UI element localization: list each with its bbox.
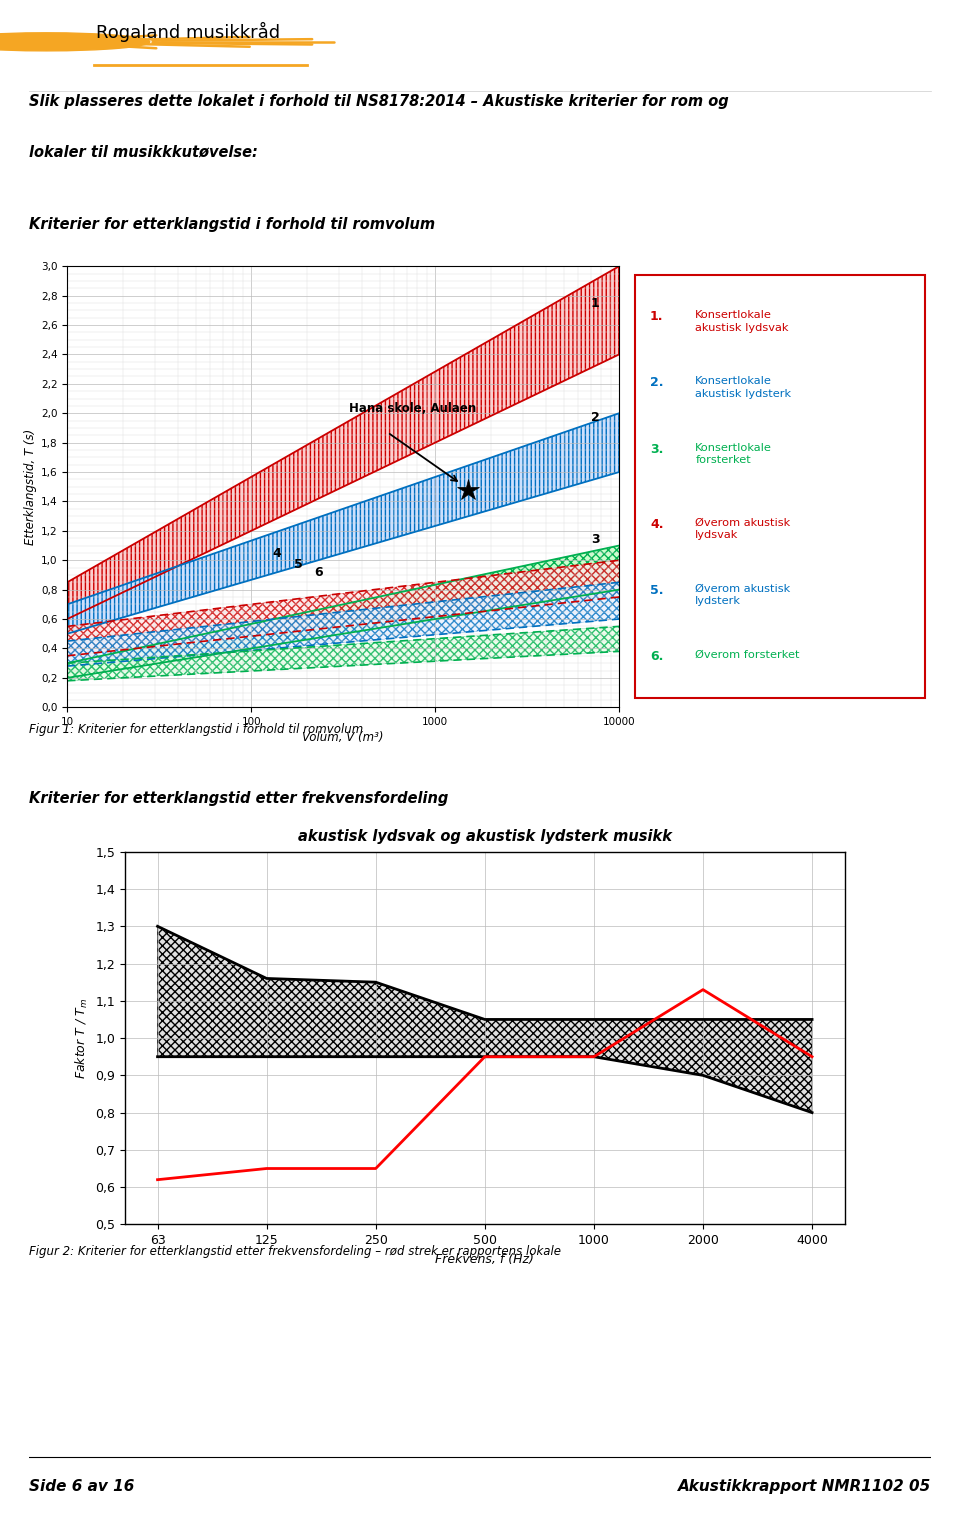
Text: Konsertlokale
akustisk lydsvak: Konsertlokale akustisk lydsvak bbox=[695, 310, 789, 333]
Text: Øverom forsterket: Øverom forsterket bbox=[695, 649, 800, 660]
Text: 4.: 4. bbox=[650, 517, 663, 531]
Text: 2: 2 bbox=[590, 411, 599, 423]
X-axis label: Volum, V (m³): Volum, V (m³) bbox=[302, 732, 384, 744]
Circle shape bbox=[0, 33, 150, 50]
Text: 6.: 6. bbox=[650, 649, 663, 663]
Text: 1.: 1. bbox=[650, 310, 663, 324]
Y-axis label: Etterklangstid, T (s): Etterklangstid, T (s) bbox=[24, 429, 36, 545]
X-axis label: Frekvens, f (Hz): Frekvens, f (Hz) bbox=[436, 1253, 534, 1265]
Text: Slik plasseres dette lokalet i forhold til NS8178:2014 – Akustiske kriterier for: Slik plasseres dette lokalet i forhold t… bbox=[29, 94, 729, 110]
Text: 4: 4 bbox=[273, 548, 281, 560]
Text: Kriterier for etterklangstid i forhold til romvolum: Kriterier for etterklangstid i forhold t… bbox=[29, 218, 435, 231]
Text: Konsertlokale
forsterket: Konsertlokale forsterket bbox=[695, 443, 772, 465]
Text: Hana skole, Aulaen: Hana skole, Aulaen bbox=[349, 402, 476, 415]
Text: lokaler til musikkkutøvelse:: lokaler til musikkkutøvelse: bbox=[29, 144, 257, 160]
Text: 6: 6 bbox=[314, 566, 323, 580]
Text: 1: 1 bbox=[590, 297, 599, 310]
FancyBboxPatch shape bbox=[635, 275, 925, 698]
Y-axis label: Faktor $T$ / $T_m$: Faktor $T$ / $T_m$ bbox=[73, 998, 89, 1078]
Text: Konsertlokale
akustisk lydsterk: Konsertlokale akustisk lydsterk bbox=[695, 376, 791, 399]
Text: Side 6 av 16: Side 6 av 16 bbox=[29, 1480, 134, 1494]
Text: Øverom akustisk
lydsvak: Øverom akustisk lydsvak bbox=[695, 517, 791, 540]
Text: 5.: 5. bbox=[650, 584, 663, 596]
Text: Figur 2: Kriterier for etterklangstid etter frekvensfordeling – rød strek er rap: Figur 2: Kriterier for etterklangstid et… bbox=[29, 1244, 561, 1258]
Text: 2.: 2. bbox=[650, 376, 663, 389]
Text: Figur 1: Kriterier for etterklangstid i forhold til romvolum: Figur 1: Kriterier for etterklangstid i … bbox=[29, 722, 363, 736]
Text: Øverom akustisk
lydsterk: Øverom akustisk lydsterk bbox=[695, 584, 791, 607]
Text: 5: 5 bbox=[294, 558, 302, 570]
Text: 3: 3 bbox=[590, 532, 599, 546]
Text: Rogaland musikkråd: Rogaland musikkråd bbox=[96, 21, 280, 43]
Text: 3.: 3. bbox=[650, 443, 663, 456]
Text: Kriterier for etterklangstid etter frekvensfordeling: Kriterier for etterklangstid etter frekv… bbox=[29, 791, 448, 806]
Text: Akustikkrapport NMR1102 05: Akustikkrapport NMR1102 05 bbox=[678, 1480, 931, 1494]
Title: akustisk lydsvak og akustisk lydsterk musikk: akustisk lydsvak og akustisk lydsterk mu… bbox=[298, 829, 672, 844]
